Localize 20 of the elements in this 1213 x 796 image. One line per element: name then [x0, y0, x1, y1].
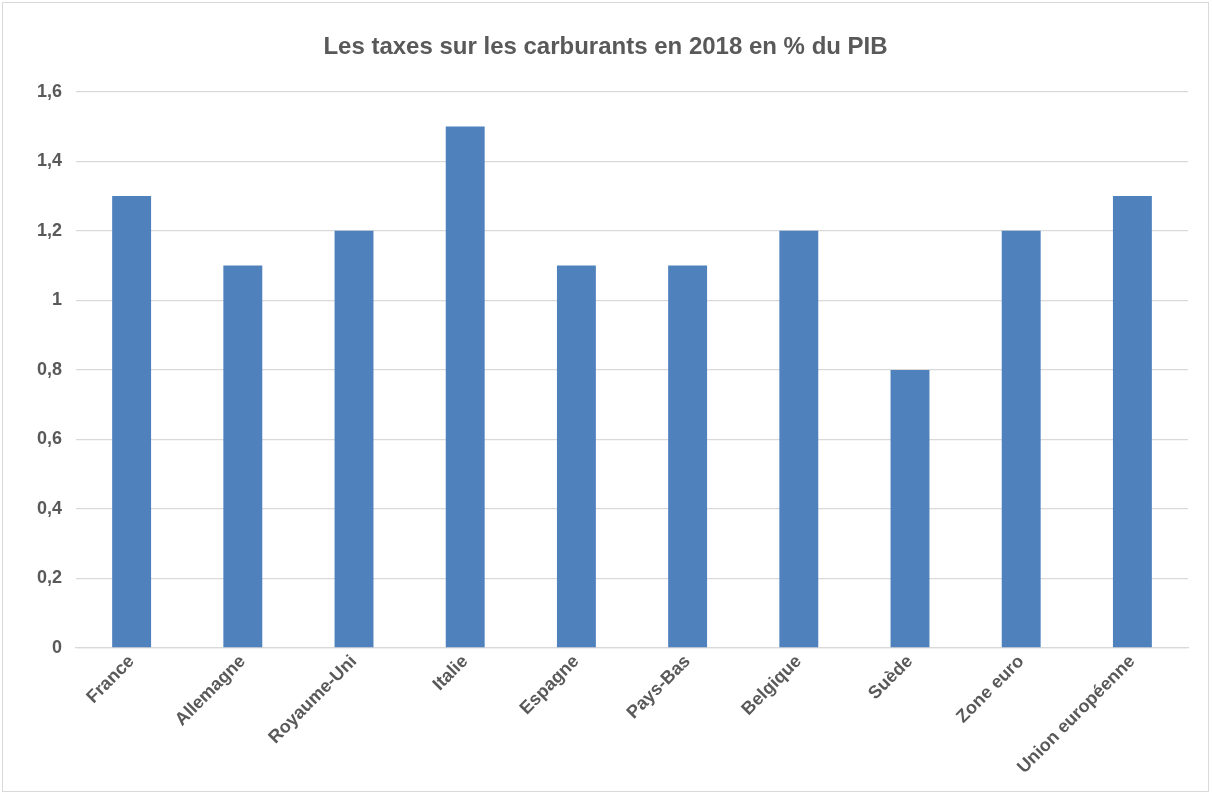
y-tick-label: 1,6 — [36, 80, 63, 101]
bar — [1112, 196, 1152, 648]
y-tick-label: 0,6 — [36, 428, 63, 449]
y-tick-label: 1,2 — [36, 219, 63, 240]
bar — [112, 196, 152, 648]
y-tick-label: 1 — [52, 289, 63, 310]
bar — [668, 265, 708, 648]
bar — [334, 230, 374, 648]
y-tick-label: 0,4 — [36, 497, 63, 518]
bar — [556, 265, 596, 648]
bar — [1001, 230, 1041, 648]
y-tick-label: 0 — [52, 636, 63, 657]
y-tick-label: 1,4 — [36, 150, 63, 171]
bar — [890, 369, 930, 648]
bar — [445, 126, 485, 648]
bar — [223, 265, 263, 648]
chart-title: Les taxes sur les carburants en 2018 en % du PIB — [323, 32, 888, 60]
y-tick-label: 0,8 — [36, 358, 63, 379]
bar — [779, 230, 819, 648]
y-tick-label: 0,2 — [36, 567, 63, 588]
